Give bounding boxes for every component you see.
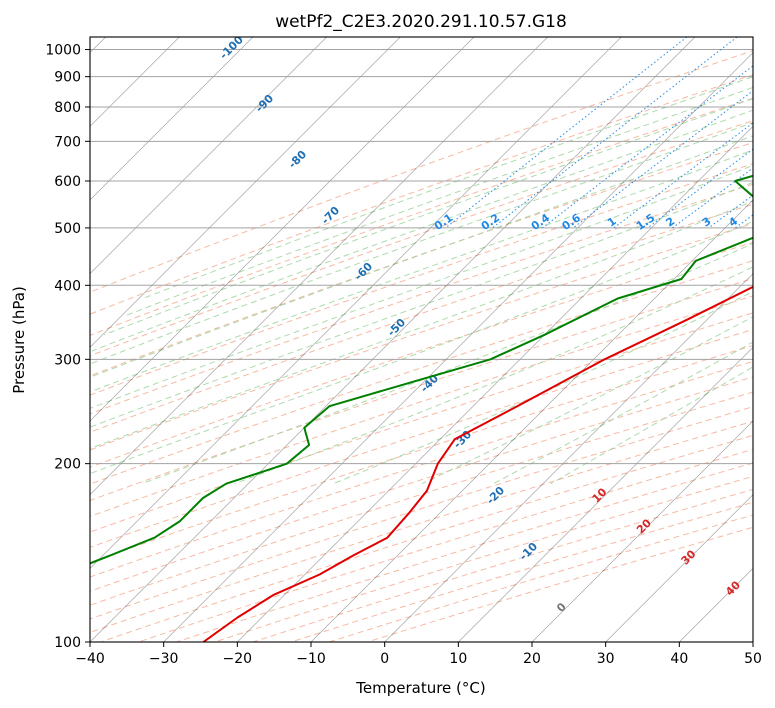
isotherm-line (90, 37, 401, 348)
x-tick-label: −20 (223, 651, 253, 667)
dewpoint-profile-line (90, 174, 753, 565)
moist-adiabat (90, 122, 753, 365)
isotherm-line (90, 37, 475, 422)
mixing-ratio-label: 2 (664, 215, 678, 230)
moist-adiabat (234, 266, 753, 485)
dry-adiabat (90, 328, 753, 548)
temperature-profile-line (202, 285, 753, 642)
y-tick-label: 200 (54, 457, 81, 473)
isotherm-line (90, 37, 254, 201)
dry-adiabat (138, 448, 753, 642)
dry-adiabat (367, 526, 753, 642)
y-tick-label: 400 (54, 278, 81, 294)
isotherm-line (90, 37, 622, 569)
mixing-ratio-label: 3 (700, 215, 714, 230)
mixing-ratio-line (445, 37, 688, 229)
isotherm-line (752, 641, 753, 642)
moist-adiabat (90, 220, 753, 475)
x-tick-label: 0 (380, 651, 389, 667)
moist-adiabat (91, 109, 753, 352)
chart-title: wetPf2_C2E3.2020.291.10.57.G18 (275, 12, 567, 32)
dry-adiabat (252, 488, 753, 642)
y-tick-label: 800 (54, 100, 81, 116)
y-tick-label: 500 (54, 221, 81, 237)
y-tick-label: 700 (54, 134, 81, 150)
moist-adiabat (141, 242, 753, 485)
isotherm-line (458, 346, 753, 642)
y-axis-label: Pressure (hPa) (10, 286, 28, 394)
dry-adiabat (90, 345, 753, 563)
y-tick-label: 1000 (45, 43, 81, 59)
isotherm-line (605, 494, 753, 642)
x-tick-label: 10 (449, 651, 467, 667)
x-tick-label: 20 (523, 651, 541, 667)
y-tick-label: 600 (54, 174, 81, 190)
mixing-ratio-line (672, 167, 753, 229)
isotherm-line (679, 567, 753, 642)
x-tick-label: 30 (597, 651, 615, 667)
mixing-ratio-line (572, 90, 753, 229)
isotherm-line (237, 125, 753, 642)
dry-adiabat (90, 420, 753, 633)
x-tick-label: 50 (744, 651, 762, 667)
mixing-ratio-line (542, 65, 753, 229)
dry-adiabat-label: -20 (484, 484, 507, 507)
dry-adiabat-label: -10 (517, 540, 540, 563)
dry-adiabat (90, 142, 753, 377)
mixing-ratio-label: 0.4 (529, 211, 553, 233)
isotherm-line (384, 273, 753, 642)
x-tick-label: 40 (670, 651, 688, 667)
y-tick-label: 300 (54, 352, 81, 368)
dry-adiabat-label: -80 (286, 148, 309, 171)
moist-adiabat (124, 86, 753, 317)
moist-adiabat-label: 30 (679, 547, 699, 567)
mixing-ratio-line (734, 214, 753, 229)
mixing-ratio-line (613, 122, 753, 229)
moist-adiabat (90, 149, 753, 393)
moist-adiabat (90, 164, 753, 409)
moist-adiabat (142, 76, 753, 299)
moist-adiabat-label: 10 (590, 485, 610, 505)
dry-adiabat (90, 120, 753, 357)
dry-adiabat (176, 462, 753, 642)
plot-frame (89, 36, 754, 643)
y-tick-label: 100 (54, 635, 81, 651)
moist-adiabat (90, 200, 753, 450)
moist-adiabat (90, 135, 753, 378)
mixing-ratio-label: 6 (765, 214, 775, 229)
moist-adiabat (103, 98, 753, 336)
dry-adiabat (328, 514, 753, 642)
isotherm-line (310, 199, 753, 642)
x-axis-label: Temperature (°C) (355, 679, 485, 697)
dry-adiabat (90, 97, 753, 336)
mixing-ratio-line (492, 37, 738, 229)
isotherm-line (90, 37, 327, 275)
dry-adiabat-label: -70 (319, 204, 342, 227)
mixing-ratio-label: 1.5 (634, 211, 657, 233)
x-tick-label: −10 (296, 651, 326, 667)
isotherm-line (90, 37, 696, 642)
dry-adiabat-label: -60 (352, 260, 375, 283)
isotherm-line (163, 52, 753, 642)
moist-adiabat (90, 181, 753, 428)
y-tick-label: 900 (54, 70, 81, 86)
isotherm-line (531, 420, 753, 642)
mixing-ratio-label: 0.2 (479, 211, 502, 233)
moist-adiabat-label: 20 (634, 516, 654, 536)
dry-adiabat-label: -90 (253, 92, 276, 115)
isotherm-line (90, 37, 548, 496)
x-tick-label: −40 (75, 651, 105, 667)
moist-adiabat (493, 341, 753, 485)
x-tick-label: −30 (149, 651, 179, 667)
moist-adiabat (421, 316, 753, 485)
dry-adiabat (100, 434, 753, 642)
moist-adiabat (333, 290, 753, 485)
moist-adiabat (550, 366, 753, 485)
dry-adiabat (214, 475, 753, 642)
dry-adiabat (90, 50, 753, 293)
